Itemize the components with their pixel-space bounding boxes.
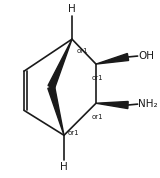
Polygon shape	[48, 39, 72, 89]
Text: OH: OH	[138, 51, 154, 61]
Text: or1: or1	[91, 114, 103, 120]
Text: or1: or1	[77, 48, 88, 54]
Text: NH₂: NH₂	[138, 99, 158, 109]
Text: H: H	[68, 4, 76, 14]
Polygon shape	[96, 53, 129, 64]
Text: or1: or1	[91, 75, 103, 81]
Polygon shape	[48, 86, 64, 135]
Polygon shape	[96, 101, 128, 109]
Text: H: H	[60, 162, 68, 172]
Text: or1: or1	[67, 130, 79, 136]
